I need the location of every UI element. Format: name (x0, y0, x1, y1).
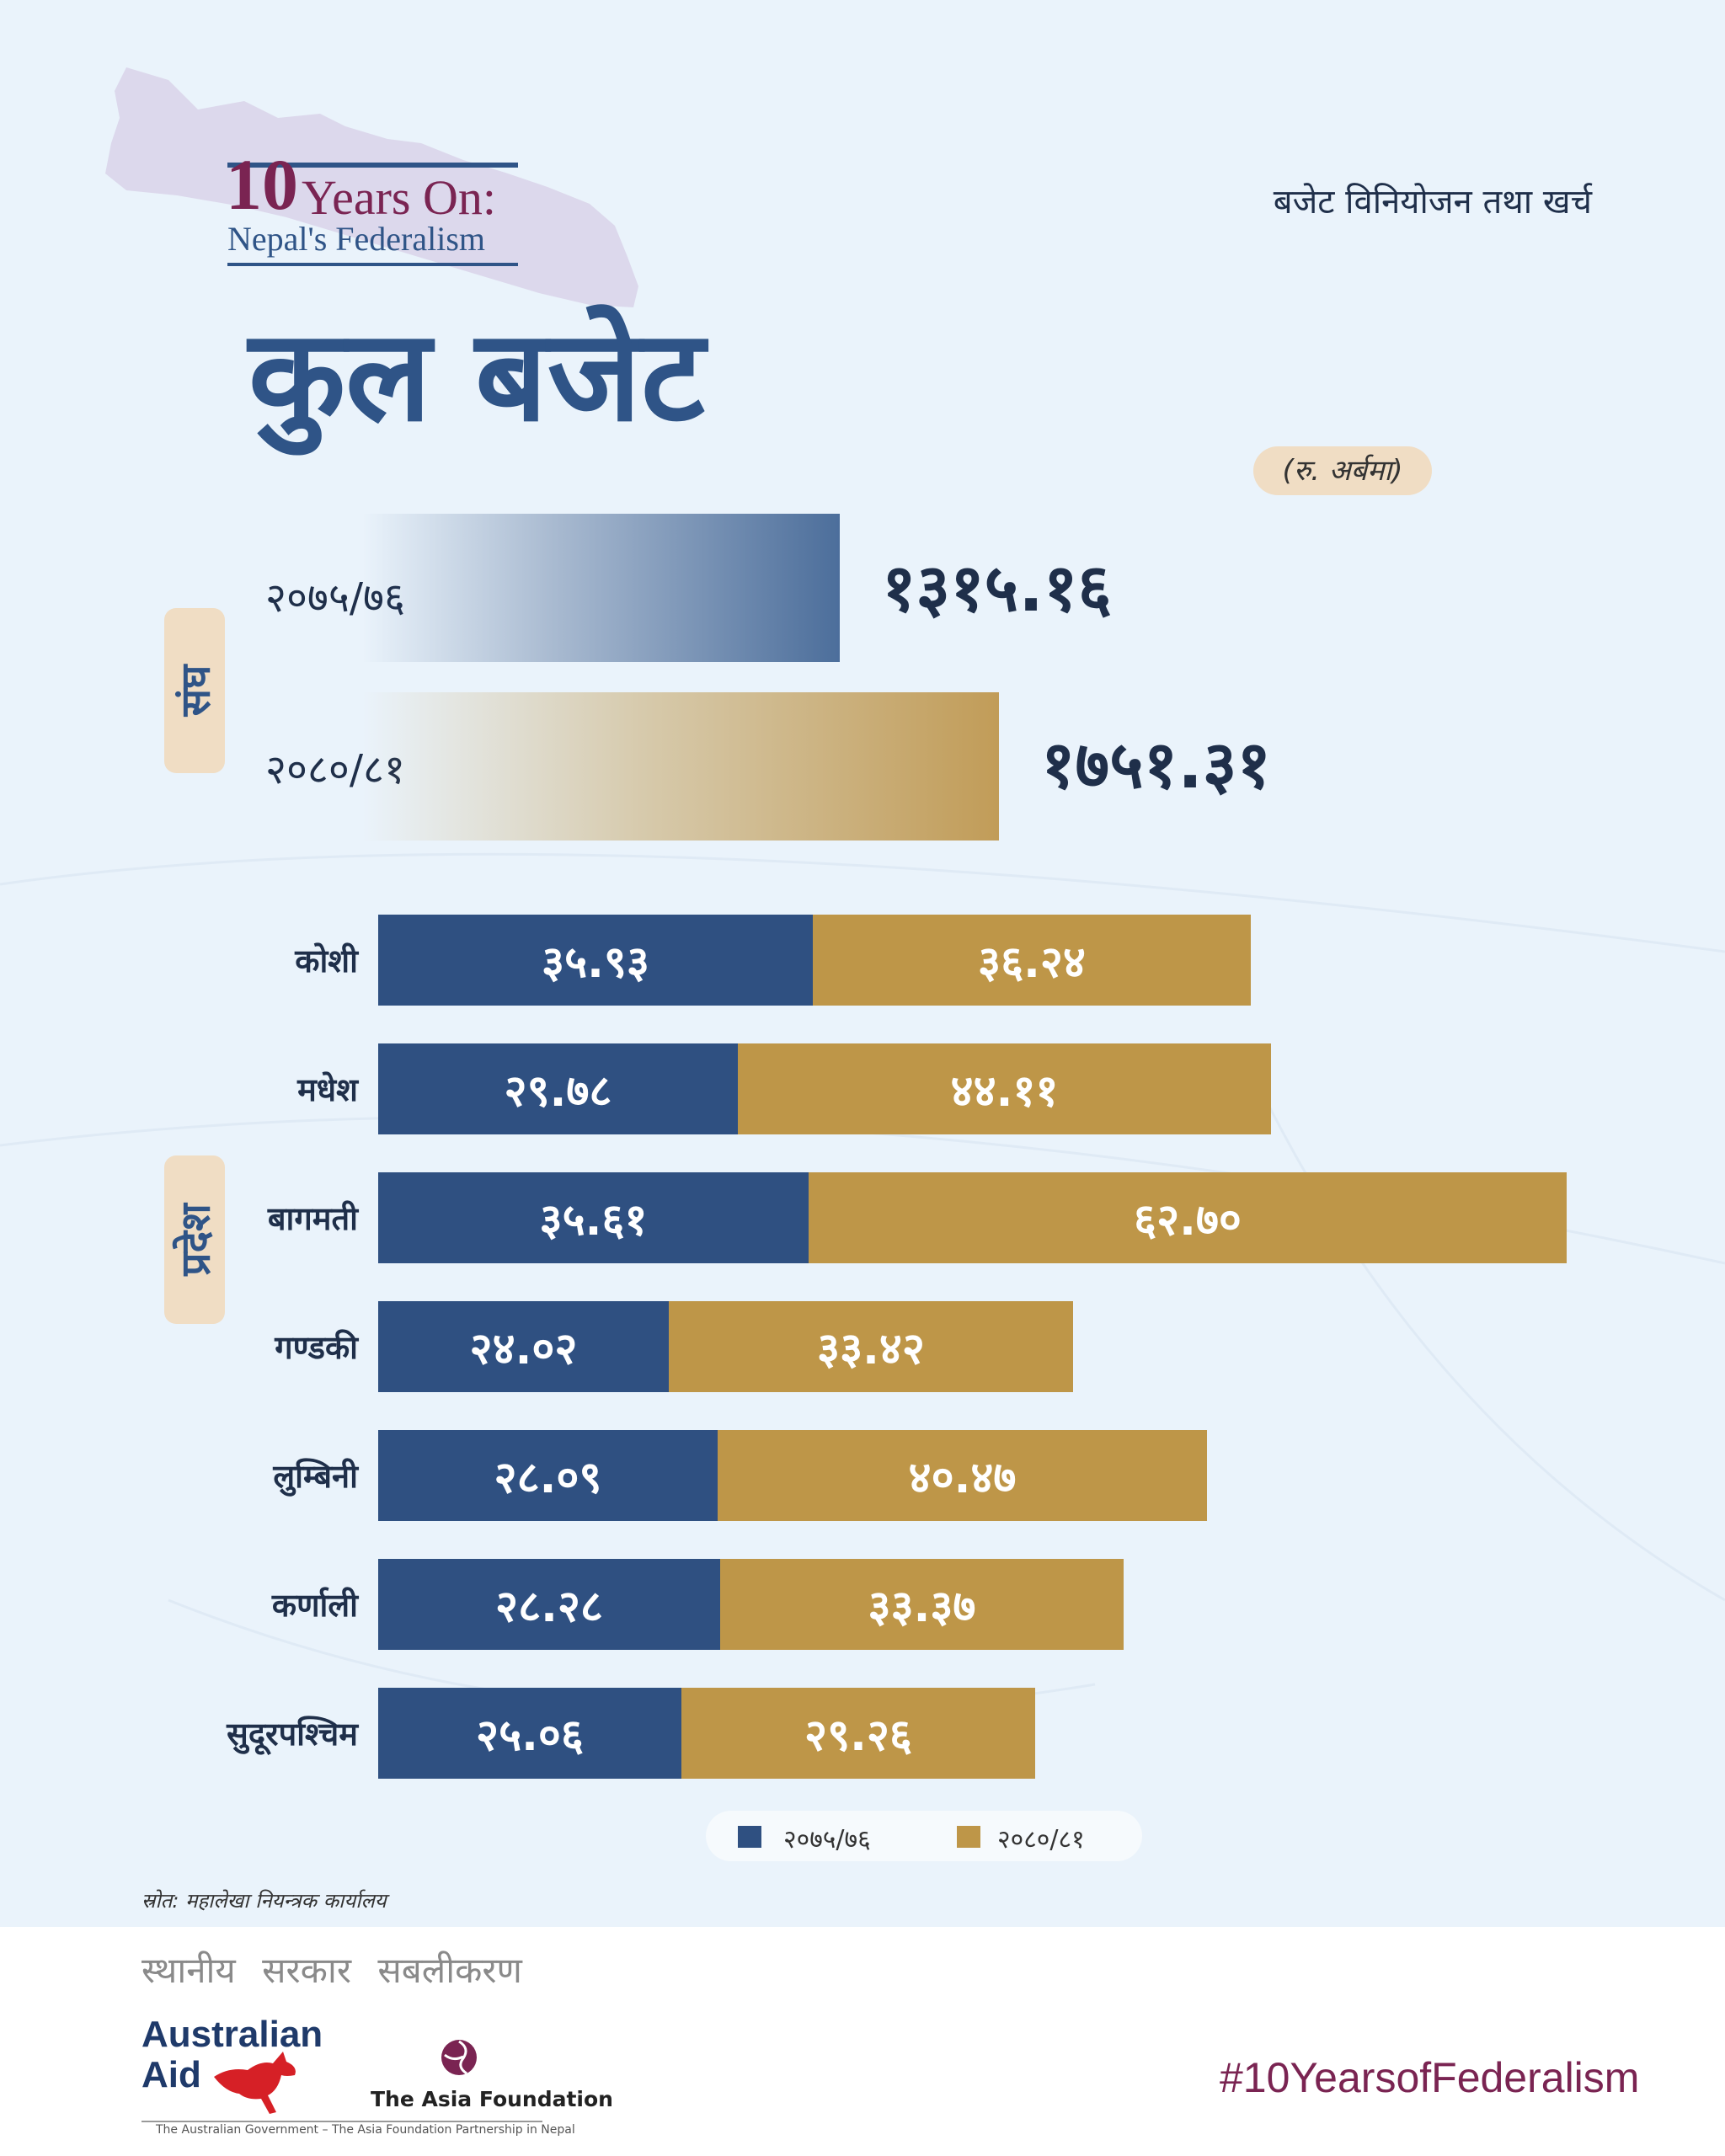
data-label: ३५.९३ (542, 937, 649, 988)
data-label: ४०.४७ (908, 1452, 1017, 1503)
legend-swatch-2075 (738, 1826, 761, 1848)
logo-subtitle: Nepal's Federalism (227, 220, 486, 258)
federal-value-label: १७५१.३१ (1041, 728, 1271, 803)
australian-aid-line2: Aid (142, 2054, 201, 2095)
data-label: २४.०२ (469, 1323, 578, 1374)
bar-koshi-2075: ३५.९३ (378, 915, 813, 1006)
bar-gandaki-2080: ३३.४२ (669, 1301, 1073, 1392)
province-label-sudurpashchim: सुदूरपश्चिम (227, 1716, 358, 1753)
page-title: कुल बजेट (248, 303, 705, 450)
province-label-gandaki: गण्डकी (275, 1329, 358, 1366)
asia-foundation-label: The Asia Foundation (371, 2087, 613, 2111)
hashtag: #10YearsofFederalism (1220, 2054, 1640, 2101)
asia-foundation-logo-icon (441, 2040, 477, 2075)
data-label: ३५.६१ (539, 1194, 648, 1246)
australian-aid-line1: Australian (142, 2014, 323, 2055)
bar-karnali-2075: २८.२८ (378, 1559, 720, 1650)
footer-divider (142, 2121, 542, 2122)
bar-karnali-2080: ३३.३७ (720, 1559, 1124, 1650)
legend-label-2075: २०७५/७६ (783, 1825, 871, 1854)
kangaroo-icon (214, 2052, 296, 2114)
chart-legend: २०७५/७६ २०८०/८१ (706, 1811, 1142, 1861)
data-label: २८.०९ (494, 1452, 602, 1503)
section-label-federal: संघ (172, 664, 220, 717)
bar-sudurpashchim-2080: २९.२६ (681, 1688, 1035, 1779)
province-label-bagmati: बागमती (267, 1200, 358, 1237)
section-tab-province: प्रदेश (164, 1155, 225, 1324)
logo-rule-bottom (227, 263, 518, 266)
province-label-lumbini: लुम्बिनी (273, 1458, 358, 1495)
bar-gandaki-2075: २४.०२ (378, 1301, 669, 1392)
footer (0, 1927, 1725, 2156)
logo-rule-top (227, 163, 518, 168)
bar-koshi-2080: ३६.२४ (813, 915, 1251, 1006)
federal-value-label: १३१५.१६ (882, 551, 1112, 627)
province-label-koshi: कोशी (295, 942, 358, 979)
bar-sudurpashchim-2075: २५.०६ (378, 1688, 681, 1779)
bar-madhesh-2080: ४४.११ (738, 1043, 1271, 1134)
province-label-madhesh: मधेश (297, 1071, 358, 1108)
data-label: २८.२८ (495, 1581, 603, 1632)
logo-years-text: Years On: (302, 170, 496, 225)
data-label: २५.०६ (476, 1710, 584, 1761)
source-note: स्रोत: महालेखा नियन्त्रक कार्यालय (142, 1889, 387, 1913)
bar-madhesh-2075: २९.७८ (378, 1043, 738, 1134)
data-label: २९.२६ (804, 1710, 912, 1761)
bar-bagmati-2080: ६२.७० (809, 1172, 1567, 1263)
bar-bagmati-2075: ३५.६१ (378, 1172, 809, 1263)
data-label: ३६.२४ (978, 937, 1086, 988)
data-label: ६२.७० (1134, 1194, 1242, 1246)
footer-tagline: स्थानीय सरकार सबलीकरण (142, 1950, 522, 1991)
federal-bar-2075 (362, 514, 840, 662)
category-label: बजेट विनियोजन तथा खर्च (1273, 183, 1592, 221)
data-label: ३३.४२ (817, 1323, 925, 1374)
province-label-karnali: कर्णाली (271, 1587, 358, 1624)
data-label: २९.७८ (504, 1065, 612, 1117)
australian-aid-logo: Australian Aid (142, 2015, 323, 2095)
bar-lumbini-2075: २८.०९ (378, 1430, 718, 1521)
unit-badge: (रु. अर्बमा) (1253, 446, 1432, 495)
legend-swatch-2080 (957, 1826, 980, 1848)
partnership-note: The Australian Government – The Asia Fou… (156, 2123, 575, 2137)
bar-lumbini-2080: ४०.४७ (718, 1430, 1207, 1521)
federal-bar-2080 (362, 692, 999, 841)
legend-label-2080: २०८०/८१ (997, 1825, 1085, 1854)
data-label: ३३.३७ (868, 1581, 976, 1632)
data-label: ४४.११ (950, 1065, 1059, 1117)
section-tab-federal: संघ (164, 608, 225, 773)
logo-number: 10 (226, 144, 298, 225)
